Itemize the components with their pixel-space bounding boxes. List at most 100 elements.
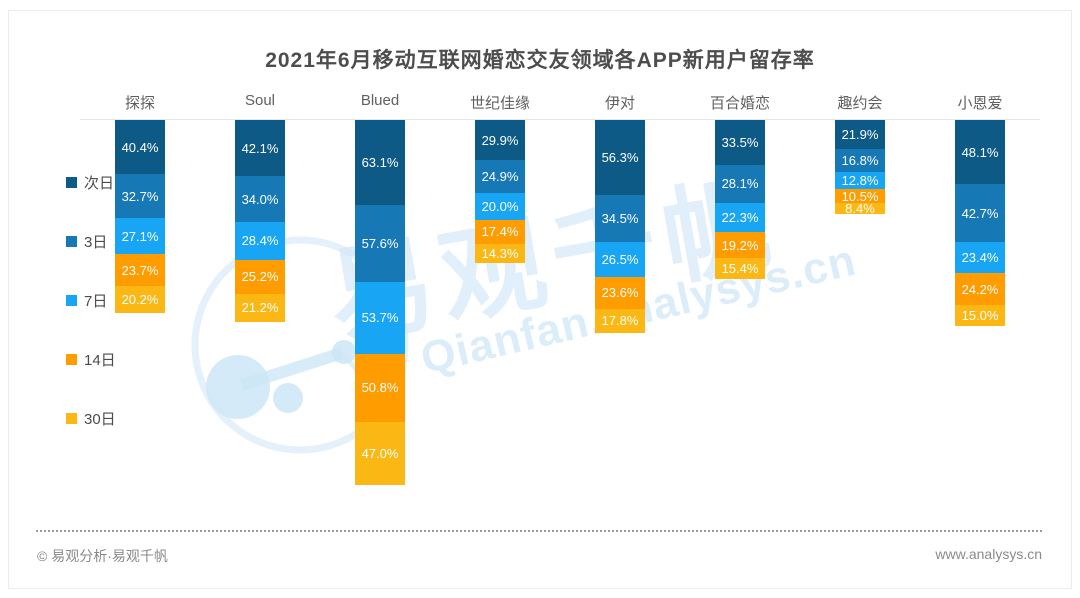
bar-segment-7日: 28.4%: [235, 221, 285, 260]
segment-value-label: 29.9%: [481, 132, 519, 148]
bar-segment-7日: 27.1%: [115, 217, 165, 255]
segment-value-label: 56.3%: [601, 150, 639, 166]
segment-value-label: 21.2%: [241, 300, 279, 316]
stacked-bar: 48.1% 42.7% 23.4% 24.2% 15.0%: [955, 120, 1005, 326]
app-label: 世纪佳缘: [469, 95, 530, 112]
segment-value-label: 42.7%: [961, 205, 999, 221]
chart-legend: 次日 3日 7日 14日 30日: [66, 172, 116, 429]
bar-segment-30日: 47.0%: [355, 421, 405, 485]
page-title: 2021年6月移动互联网婚恋交友领域各APP新用户留存率: [265, 49, 815, 72]
bar-segment-30日: 20.2%: [115, 286, 165, 314]
legend-item-14日: 14日: [66, 349, 116, 370]
stacked-bar: 40.4% 32.7% 27.1% 23.7% 20.2%: [115, 120, 165, 314]
segment-value-label: 12.8%: [841, 172, 879, 188]
app-label: Blued: [360, 92, 400, 109]
bar-segment-30日: 21.2%: [235, 293, 285, 323]
bar-segment-3日: 34.0%: [235, 176, 285, 222]
bar-segment-30日: 15.0%: [955, 305, 1005, 326]
chart-column: 伊对 56.3% 34.5% 26.5% 23.6% 17.8%: [560, 92, 680, 485]
footer-website: www.analysys.cn: [935, 546, 1042, 562]
chart-column: 趣约会 21.9% 16.8% 12.8% 10.5% 8.4%: [800, 92, 920, 485]
app-label: 趣约会: [837, 95, 883, 112]
bar-segment-次日: 33.5%: [715, 120, 765, 165]
segment-value-label: 47.0%: [361, 445, 399, 461]
segment-value-label: 40.4%: [121, 139, 159, 155]
bar-segment-14日: 19.2%: [715, 232, 765, 259]
segment-value-label: 22.3%: [721, 209, 759, 225]
stacked-bar: 56.3% 34.5% 26.5% 23.6% 17.8%: [595, 120, 645, 333]
chart-column: 小恩爱 48.1% 42.7% 23.4% 24.2% 15.0%: [920, 92, 1040, 485]
segment-value-label: 15.4%: [721, 260, 759, 276]
segment-value-label: 34.5%: [601, 211, 639, 227]
bar-segment-14日: 23.7%: [115, 254, 165, 286]
bar-segment-7日: 26.5%: [595, 241, 645, 278]
bar-segment-3日: 28.1%: [715, 164, 765, 203]
segment-value-label: 24.9%: [481, 169, 519, 185]
segment-value-label: 27.1%: [121, 228, 159, 244]
bar-segment-30日: 14.3%: [475, 243, 525, 263]
bar-segment-30日: 17.8%: [595, 308, 645, 333]
segment-value-label: 42.1%: [241, 140, 279, 156]
bar-segment-7日: 53.7%: [355, 281, 405, 354]
bar-segment-次日: 63.1%: [355, 120, 405, 205]
legend-swatch-icon: [66, 295, 77, 306]
segment-value-label: 28.4%: [241, 233, 279, 249]
stacked-bar: 33.5% 28.1% 22.3% 19.2% 15.4%: [715, 120, 765, 279]
bar-segment-14日: 17.4%: [475, 220, 525, 244]
segment-value-label: 23.4%: [961, 249, 999, 265]
legend-swatch-icon: [66, 236, 77, 247]
chart-column: 百合婚恋 33.5% 28.1% 22.3% 19.2% 15.4%: [680, 92, 800, 485]
legend-swatch-icon: [66, 354, 77, 365]
segment-value-label: 14.3%: [481, 245, 519, 261]
app-label: 小恩爱: [957, 95, 1003, 112]
bar-segment-30日: 15.4%: [715, 258, 765, 279]
bar-segment-14日: 24.2%: [955, 273, 1005, 306]
bar-segment-3日: 57.6%: [355, 204, 405, 282]
segment-value-label: 57.6%: [361, 235, 399, 251]
segment-value-label: 48.1%: [961, 144, 999, 160]
stacked-bar: 29.9% 24.9% 20.0% 17.4% 14.3%: [475, 120, 525, 263]
segment-value-label: 17.8%: [601, 313, 639, 329]
chart-baseline: [80, 119, 1040, 120]
segment-value-label: 20.2%: [121, 292, 159, 308]
segment-value-label: 23.6%: [601, 285, 639, 301]
legend-item-3日: 3日: [66, 231, 116, 252]
legend-label: 3日: [84, 234, 108, 251]
bar-segment-7日: 20.0%: [475, 193, 525, 221]
bar-segment-3日: 24.9%: [475, 160, 525, 194]
segment-value-label: 24.2%: [961, 281, 999, 297]
segment-value-label: 50.8%: [361, 380, 399, 396]
segment-value-label: 19.2%: [721, 237, 759, 253]
bar-segment-3日: 16.8%: [835, 149, 885, 172]
legend-label: 次日: [84, 175, 115, 192]
segment-value-label: 63.1%: [361, 154, 399, 170]
bar-segment-次日: 29.9%: [475, 120, 525, 161]
segment-value-label: 16.8%: [841, 153, 879, 169]
segment-value-label: 17.4%: [481, 224, 519, 240]
segment-value-label: 25.2%: [241, 269, 279, 285]
bar-segment-次日: 48.1%: [955, 120, 1005, 185]
chart-area: 探探 40.4% 32.7% 27.1% 23.7% 20.2% Soul 42.1% 34.0…: [80, 92, 1040, 485]
footer-divider: [36, 530, 1042, 532]
legend-swatch-icon: [66, 413, 77, 424]
legend-swatch-icon: [66, 177, 77, 188]
legend-label: 7日: [84, 293, 108, 310]
legend-label: 30日: [84, 411, 116, 428]
app-label: 伊对: [604, 95, 635, 112]
bar-segment-7日: 22.3%: [715, 202, 765, 233]
bar-segment-7日: 23.4%: [955, 241, 1005, 273]
segment-value-label: 32.7%: [121, 188, 159, 204]
bar-segment-3日: 32.7%: [115, 174, 165, 218]
segment-value-label: 21.9%: [841, 127, 879, 143]
chart-column: Soul 42.1% 34.0% 28.4% 25.2% 21.2%: [200, 92, 320, 485]
chart-column: Blued 63.1% 57.6% 53.7% 50.8% 47.0%: [320, 92, 440, 485]
legend-item-次日: 次日: [66, 172, 116, 193]
app-label: 百合婚恋: [709, 95, 770, 112]
bar-segment-14日: 50.8%: [355, 353, 405, 422]
chart-column: 探探 40.4% 32.7% 27.1% 23.7% 20.2%: [80, 92, 200, 485]
bar-segment-3日: 42.7%: [955, 184, 1005, 242]
stacked-bar: 42.1% 34.0% 28.4% 25.2% 21.2%: [235, 120, 285, 323]
segment-value-label: 53.7%: [361, 310, 399, 326]
bar-segment-7日: 12.8%: [835, 171, 885, 189]
segment-value-label: 33.5%: [721, 134, 759, 150]
